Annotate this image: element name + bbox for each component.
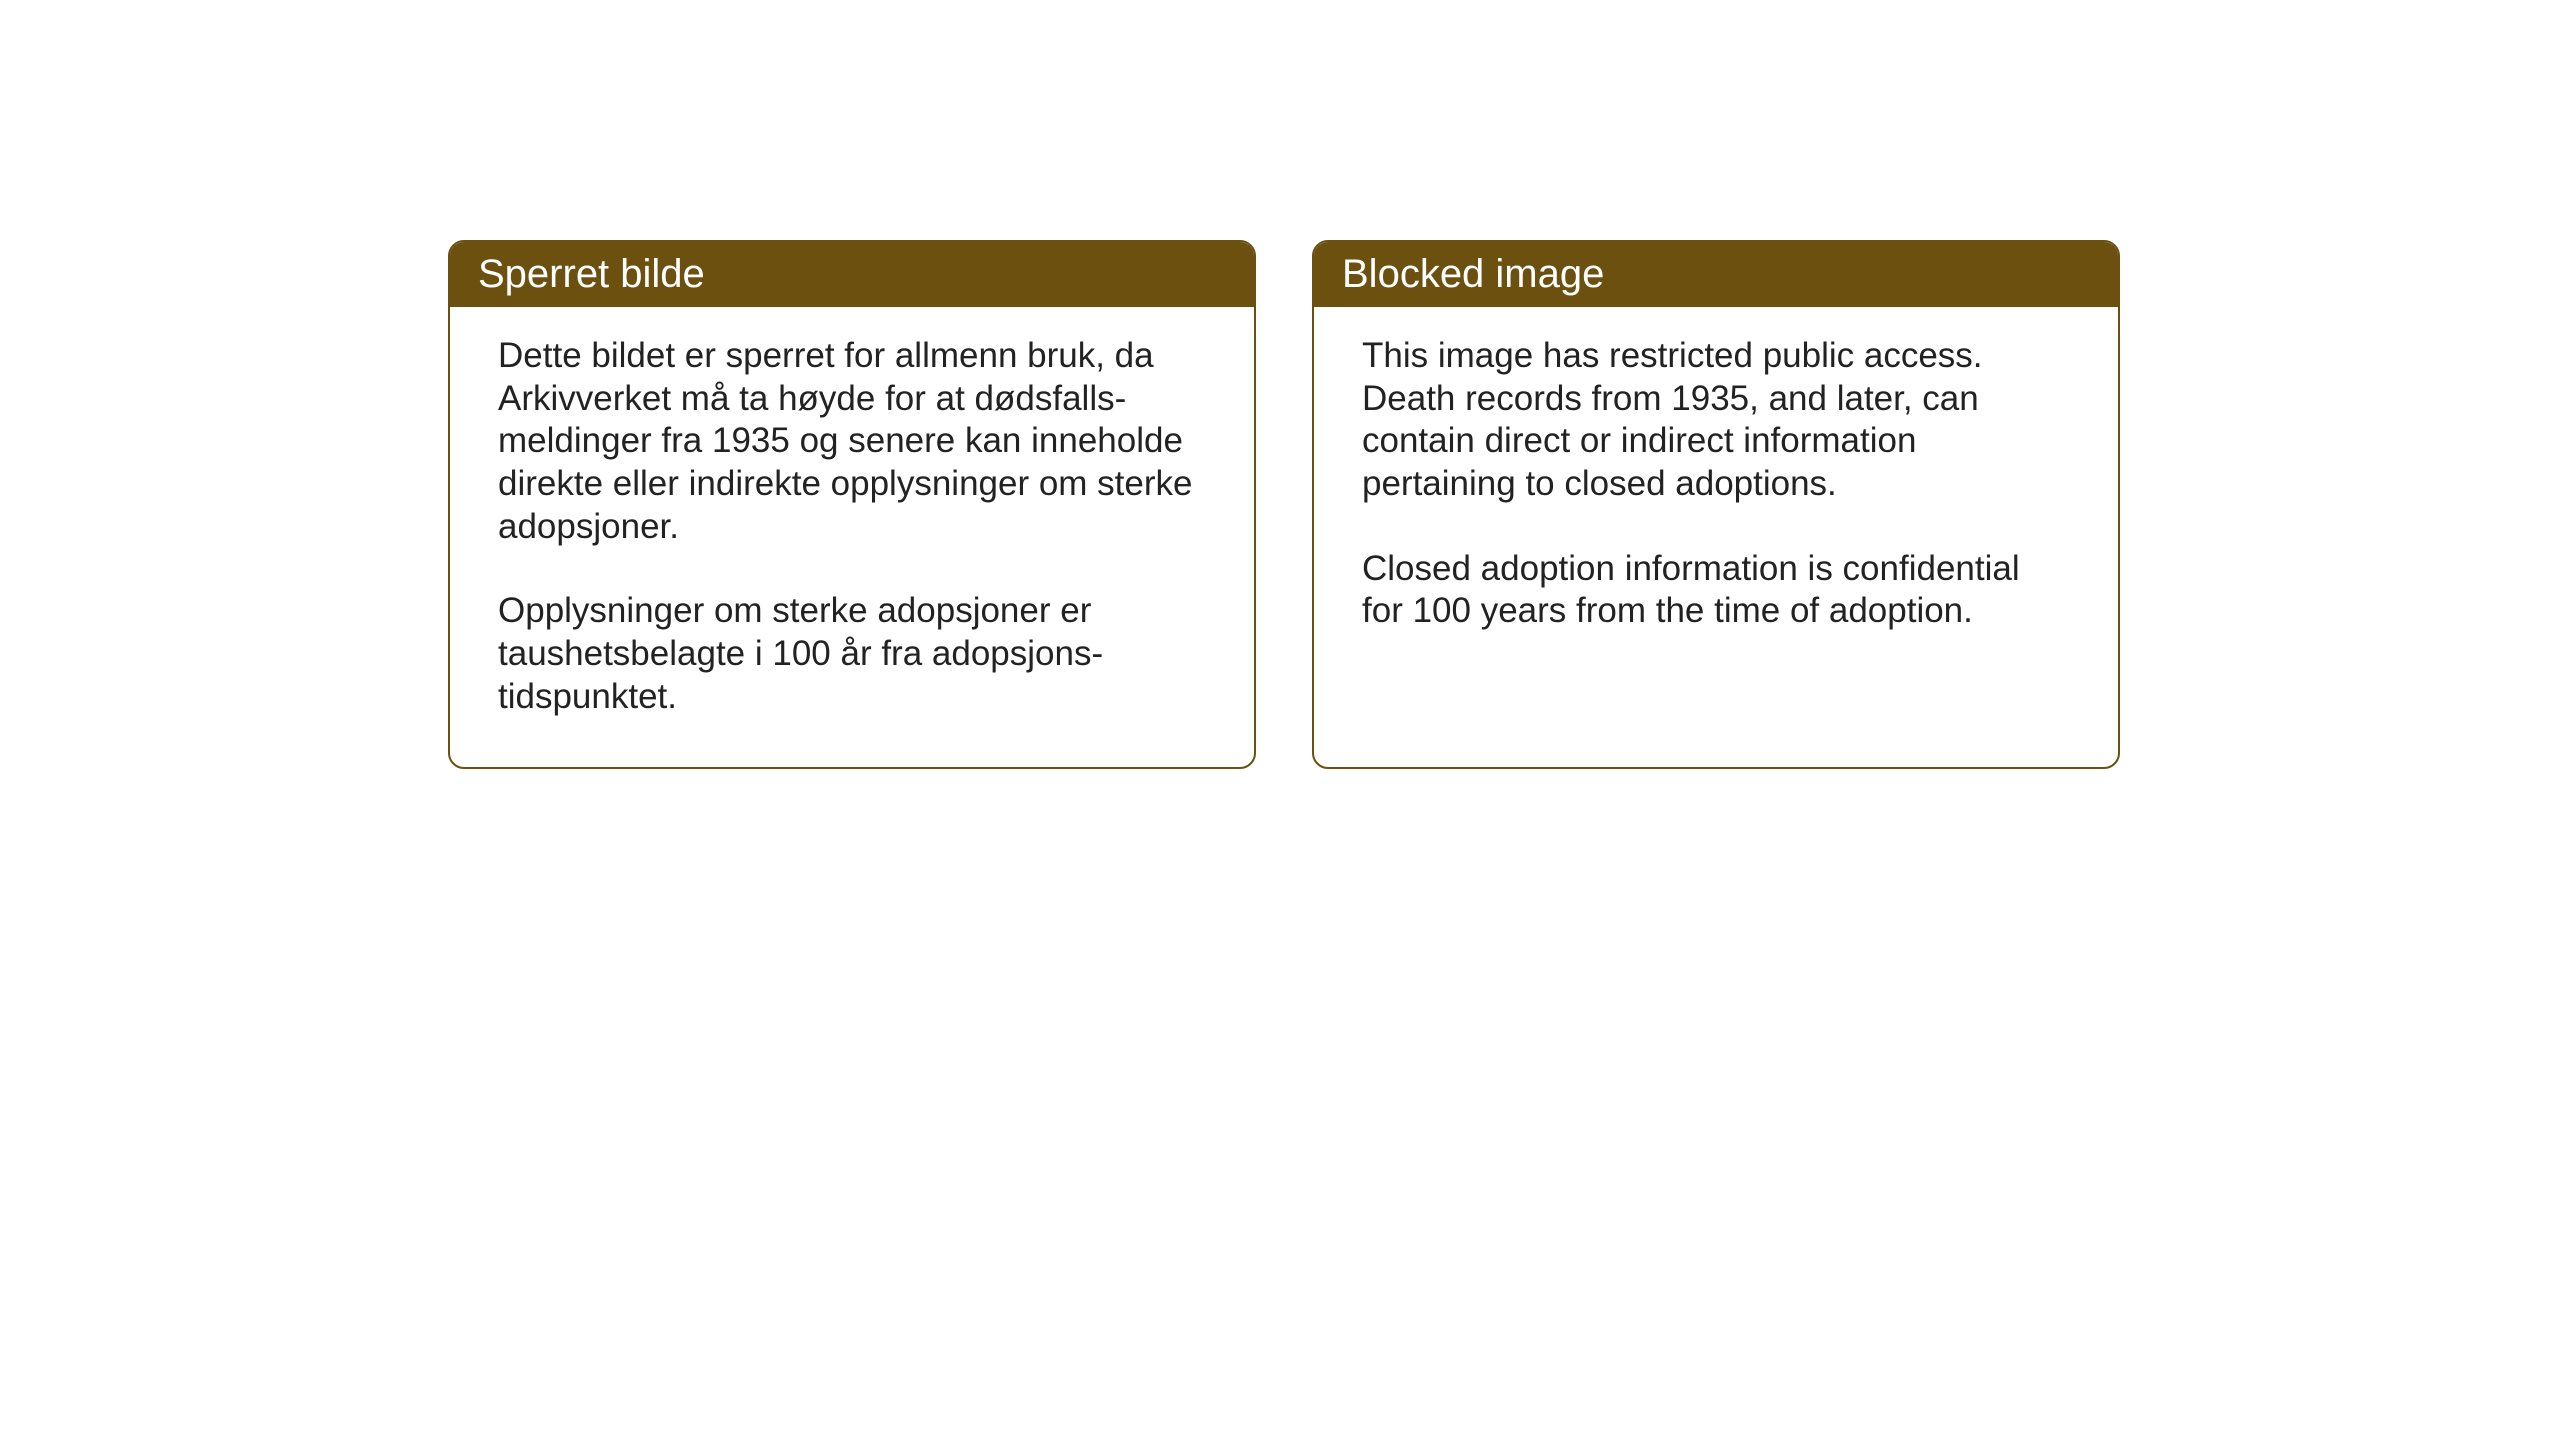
norwegian-paragraph-2: Opplysninger om sterke adopsjoner er tau…: [498, 590, 1206, 718]
english-paragraph-2: Closed adoption information is confident…: [1362, 548, 2070, 633]
norwegian-card-title: Sperret bilde: [450, 242, 1254, 307]
english-card-body: This image has restricted public access.…: [1314, 307, 2118, 681]
norwegian-paragraph-1: Dette bildet er sperret for allmenn bruk…: [498, 335, 1206, 548]
english-paragraph-1: This image has restricted public access.…: [1362, 335, 2070, 506]
english-notice-card: Blocked image This image has restricted …: [1312, 240, 2120, 769]
english-card-title: Blocked image: [1314, 242, 2118, 307]
norwegian-notice-card: Sperret bilde Dette bildet er sperret fo…: [448, 240, 1256, 769]
notice-container: Sperret bilde Dette bildet er sperret fo…: [448, 240, 2120, 769]
norwegian-card-body: Dette bildet er sperret for allmenn bruk…: [450, 307, 1254, 767]
